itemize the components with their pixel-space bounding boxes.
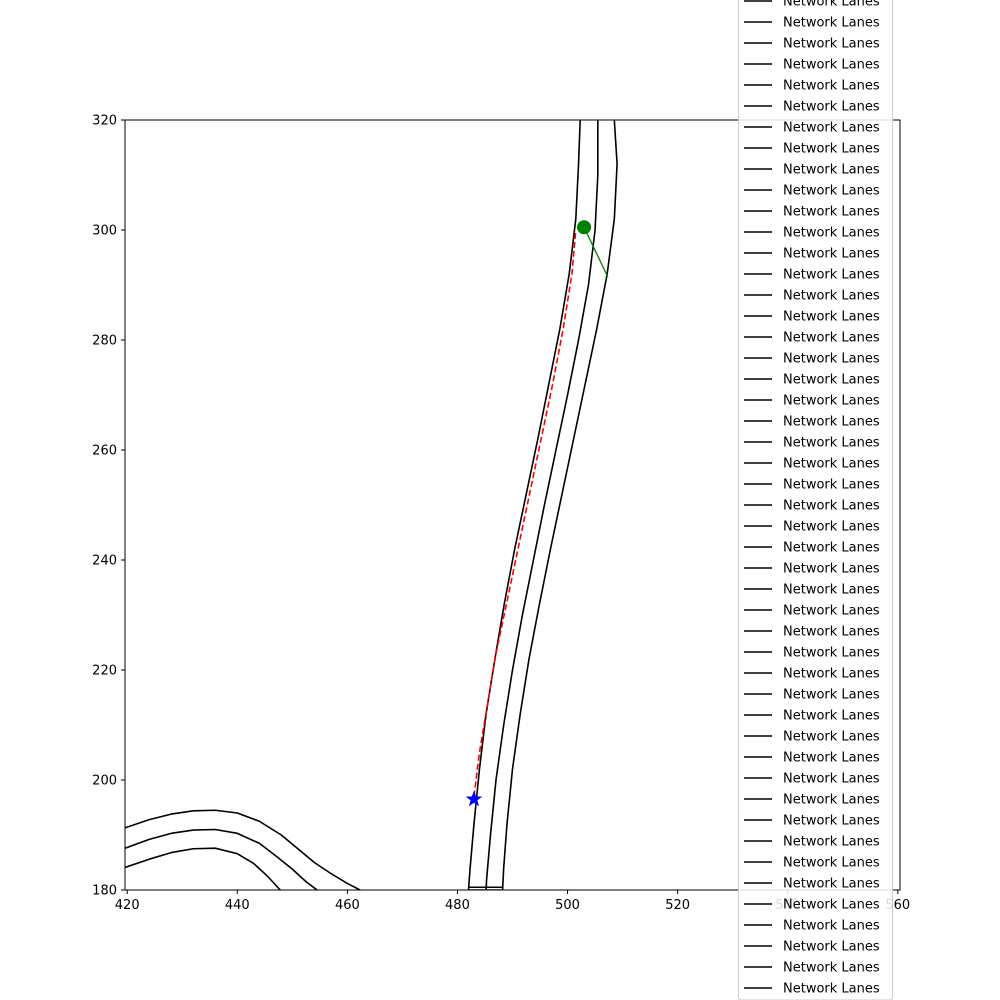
y-tick-label: 280 — [92, 334, 117, 349]
legend-entry-label: Network Lanes — [783, 268, 880, 283]
legend-entry-label: Network Lanes — [783, 940, 880, 955]
series-lane-boundary-7 — [125, 847, 281, 890]
legend-entry-label: Network Lanes — [783, 394, 880, 409]
legend-entry-label: Network Lanes — [783, 520, 880, 535]
x-tick-label: 440 — [225, 898, 250, 913]
legend-entry-label: Network Lanes — [783, 142, 880, 157]
legend-entry-label: Network Lanes — [783, 310, 880, 325]
legend-entry-label: Network Lanes — [783, 793, 880, 808]
legend-entry-label: Network Lanes — [783, 982, 880, 997]
series-layer — [125, 120, 618, 890]
legend-entry-label: Network Lanes — [783, 751, 880, 766]
series-lane-boundary-6 — [125, 828, 318, 890]
legend-entry-label: Network Lanes — [783, 37, 880, 52]
legend-entry-label: Network Lanes — [783, 415, 880, 430]
legend-entry-label: Network Lanes — [783, 835, 880, 850]
plot-frame — [124, 119, 901, 891]
legend-entry-label: Network Lanes — [783, 667, 880, 682]
legend-entry-label: Network Lanes — [783, 16, 880, 31]
legend-entry-label: Network Lanes — [783, 289, 880, 304]
legend-entry-label: Network Lanes — [783, 499, 880, 514]
legend-entry-label: Network Lanes — [783, 709, 880, 724]
x-tick-label: 500 — [555, 898, 580, 913]
legend-entry-label: Network Lanes — [783, 100, 880, 115]
marker-vehicle-position — [577, 220, 592, 235]
y-tick-label: 180 — [92, 884, 117, 899]
legend-entry-label: Network Lanes — [783, 730, 880, 745]
legend-entry-label: Network Lanes — [783, 58, 880, 73]
legend-entry-label: Network Lanes — [783, 205, 880, 220]
legend-entry-label: Network Lanes — [783, 919, 880, 934]
y-tick-label: 320 — [92, 114, 117, 129]
legend-entry-label: Network Lanes — [783, 961, 880, 976]
legend-entry-label: Network Lanes — [783, 184, 880, 199]
y-tick-label: 240 — [92, 554, 117, 569]
series-planned-path-8 — [473, 229, 577, 797]
series-lane-boundary-5 — [125, 809, 361, 890]
x-tick-label: 520 — [665, 898, 690, 913]
legend-entry-label: Network Lanes — [783, 478, 880, 493]
legend-entry-label: Network Lanes — [783, 457, 880, 472]
legend-entry-label: Network Lanes — [783, 856, 880, 871]
legend-entry-label: Network Lanes — [783, 814, 880, 829]
legend-entry-label: Network Lanes — [783, 163, 880, 178]
legend-entry-label: Network Lanes — [783, 772, 880, 787]
y-tick-label: 220 — [92, 664, 117, 679]
x-tick-label: 460 — [335, 898, 360, 913]
legend: Network Lanes Network Lanes Network Lanes N… — [738, 0, 893, 1000]
y-tick-label: 200 — [92, 774, 117, 789]
legend-entry-label: Network Lanes — [783, 0, 880, 10]
series-heading-line-9 — [583, 226, 609, 278]
series-lane-boundary-2 — [501, 120, 618, 890]
legend-entry-label: Network Lanes — [783, 583, 880, 598]
marker-layer — [465, 220, 592, 807]
y-tick-label: 260 — [92, 444, 117, 459]
legend-entry-label: Network Lanes — [783, 562, 880, 577]
legend-box — [738, 0, 893, 1000]
legend-entry-label: Network Lanes — [783, 541, 880, 556]
y-tick-label: 300 — [92, 224, 117, 239]
legend-entry-label: Network Lanes — [783, 79, 880, 94]
legend-entry-label: Network Lanes — [783, 877, 880, 892]
legend-entry-label: Network Lanes — [783, 436, 880, 451]
legend-entry-label: Network Lanes — [783, 226, 880, 241]
legend-entry-label: Network Lanes — [783, 604, 880, 619]
legend-entry-label: Network Lanes — [783, 646, 880, 661]
legend-entry-label: Network Lanes — [783, 688, 880, 703]
legend-entry-label: Network Lanes — [783, 247, 880, 262]
legend-entry-label: Network Lanes — [783, 352, 880, 367]
y-axis: 180 200 220 240 260 280 300 320 — [92, 114, 125, 899]
legend-entry-label: Network Lanes — [783, 898, 880, 913]
legend-entry-label: Network Lanes — [783, 331, 880, 346]
x-tick-label: 480 — [445, 898, 470, 913]
series-lane-boundary-1 — [485, 120, 599, 890]
legend-entry-label: Network Lanes — [783, 373, 880, 388]
legend-entry-label: Network Lanes — [783, 121, 880, 136]
x-tick-label: 420 — [115, 898, 140, 913]
legend-entry-label: Network Lanes — [783, 625, 880, 640]
marker-goal — [465, 790, 483, 807]
